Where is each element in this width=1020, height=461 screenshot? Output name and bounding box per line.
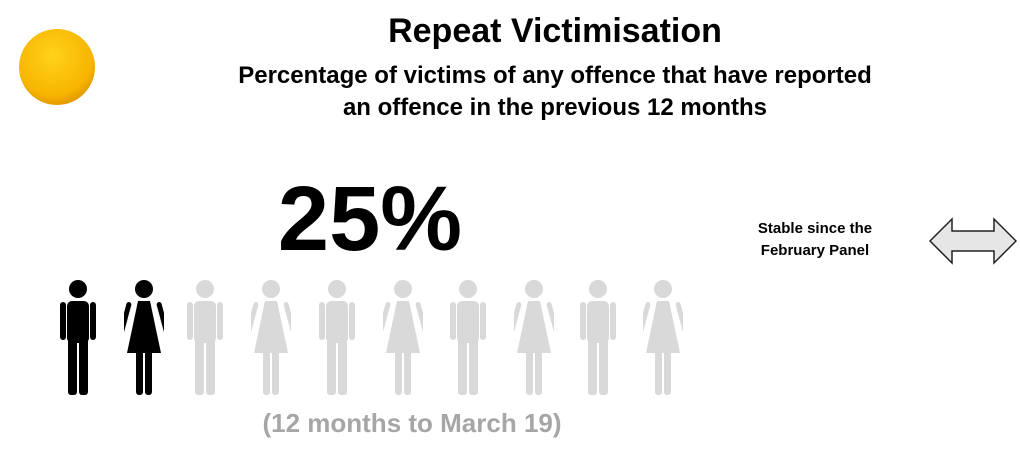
person-icon (450, 280, 486, 395)
subtitle: Percentage of victims of any offence tha… (238, 62, 872, 89)
person-icon (637, 280, 689, 395)
person-icon (60, 280, 96, 395)
person-icon (245, 280, 297, 395)
trend-text: February Panel (761, 242, 869, 259)
person-icon (377, 280, 429, 395)
status-indicator (19, 29, 95, 105)
pictogram (60, 280, 689, 395)
person-icon (319, 280, 355, 395)
period-label: (12 months to March 19) (262, 408, 561, 438)
person-icon (118, 280, 170, 395)
person-icon (580, 280, 616, 395)
title: Repeat Victimisation (388, 12, 722, 50)
subtitle: an offence in the previous 12 months (343, 94, 767, 121)
person-icon (508, 280, 560, 395)
person-icon (187, 280, 223, 395)
trend-text: Stable since the (758, 220, 872, 237)
headline-value: 25% (278, 168, 462, 270)
trend-arrow (928, 217, 1018, 265)
